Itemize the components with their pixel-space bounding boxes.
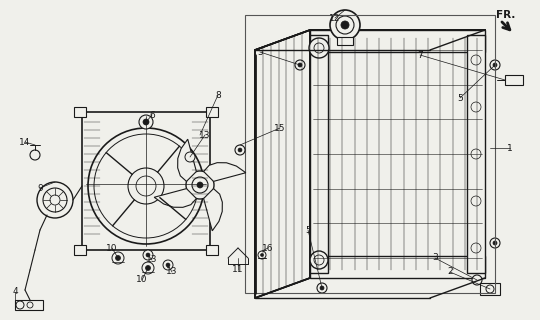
Text: 1: 1 bbox=[507, 143, 513, 153]
Circle shape bbox=[490, 238, 500, 248]
Circle shape bbox=[197, 182, 203, 188]
Bar bbox=[310, 256, 485, 278]
Circle shape bbox=[258, 251, 266, 259]
Bar bbox=[74, 245, 86, 255]
Circle shape bbox=[490, 60, 500, 70]
Text: 13: 13 bbox=[166, 268, 178, 276]
Text: 3: 3 bbox=[432, 253, 438, 262]
Bar bbox=[245, 15, 495, 293]
Bar bbox=[310, 30, 485, 278]
Circle shape bbox=[472, 275, 482, 285]
Circle shape bbox=[88, 128, 204, 244]
Circle shape bbox=[493, 241, 497, 245]
Bar bbox=[467, 35, 485, 273]
Circle shape bbox=[37, 182, 73, 218]
Circle shape bbox=[143, 250, 153, 260]
Circle shape bbox=[136, 176, 156, 196]
Circle shape bbox=[310, 251, 328, 269]
Text: 5: 5 bbox=[257, 47, 263, 57]
Circle shape bbox=[143, 119, 149, 125]
Circle shape bbox=[112, 252, 124, 264]
Bar bbox=[206, 245, 218, 255]
Text: 13: 13 bbox=[146, 255, 158, 265]
Text: 16: 16 bbox=[262, 244, 274, 252]
Circle shape bbox=[341, 21, 349, 29]
Circle shape bbox=[43, 188, 67, 212]
Circle shape bbox=[145, 266, 151, 270]
Bar bbox=[337, 37, 353, 45]
Text: 11: 11 bbox=[232, 266, 244, 275]
Text: 4: 4 bbox=[12, 287, 18, 297]
Circle shape bbox=[185, 152, 195, 162]
Text: 13: 13 bbox=[199, 131, 211, 140]
Polygon shape bbox=[178, 139, 197, 181]
Circle shape bbox=[30, 150, 40, 160]
Circle shape bbox=[116, 255, 120, 260]
Circle shape bbox=[320, 286, 324, 290]
Text: 14: 14 bbox=[19, 138, 31, 147]
Bar bbox=[480, 283, 500, 295]
Text: 10: 10 bbox=[136, 276, 148, 284]
Polygon shape bbox=[154, 188, 197, 207]
Circle shape bbox=[330, 10, 360, 40]
Circle shape bbox=[493, 63, 497, 67]
Text: 9: 9 bbox=[37, 183, 43, 193]
Circle shape bbox=[146, 253, 150, 257]
Bar bbox=[310, 35, 328, 273]
Text: 2: 2 bbox=[447, 268, 453, 276]
Bar bbox=[74, 107, 86, 117]
Bar bbox=[82, 112, 210, 250]
Polygon shape bbox=[204, 163, 246, 181]
Circle shape bbox=[163, 260, 173, 270]
Text: 15: 15 bbox=[274, 124, 286, 132]
Text: 5: 5 bbox=[457, 93, 463, 102]
Circle shape bbox=[94, 134, 198, 238]
Circle shape bbox=[317, 283, 327, 293]
Text: 8: 8 bbox=[215, 91, 221, 100]
Circle shape bbox=[309, 38, 329, 58]
Circle shape bbox=[295, 60, 305, 70]
Bar bbox=[310, 30, 485, 52]
Circle shape bbox=[139, 115, 153, 129]
Circle shape bbox=[186, 171, 214, 199]
Circle shape bbox=[50, 195, 60, 205]
Text: FR.: FR. bbox=[496, 10, 515, 20]
Bar bbox=[15, 300, 43, 310]
Circle shape bbox=[192, 177, 208, 193]
Bar bbox=[505, 75, 523, 85]
Text: 5: 5 bbox=[305, 226, 311, 235]
Text: 6: 6 bbox=[149, 110, 155, 119]
Circle shape bbox=[298, 63, 302, 67]
Circle shape bbox=[336, 16, 354, 34]
Text: 7: 7 bbox=[417, 51, 423, 60]
Circle shape bbox=[238, 148, 242, 152]
Circle shape bbox=[142, 262, 154, 274]
Circle shape bbox=[128, 168, 164, 204]
Circle shape bbox=[166, 263, 170, 267]
Polygon shape bbox=[255, 30, 485, 298]
Circle shape bbox=[260, 253, 264, 257]
Circle shape bbox=[235, 145, 245, 155]
Bar bbox=[206, 107, 218, 117]
Polygon shape bbox=[204, 188, 222, 231]
Text: 10: 10 bbox=[106, 244, 118, 252]
Text: 12: 12 bbox=[329, 13, 341, 22]
